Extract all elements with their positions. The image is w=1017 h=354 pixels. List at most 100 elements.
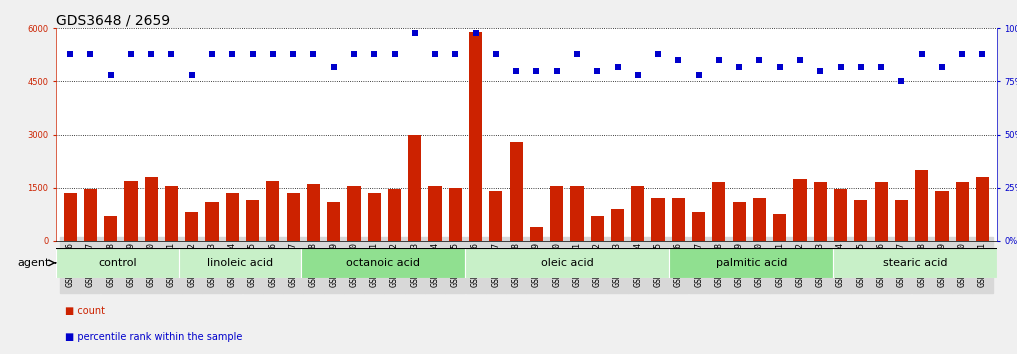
Text: GDS3648 / 2659: GDS3648 / 2659 xyxy=(56,13,170,27)
Bar xyxy=(571,186,584,241)
Text: agent: agent xyxy=(17,258,50,268)
Bar xyxy=(895,200,908,241)
Bar xyxy=(368,193,380,241)
Bar xyxy=(712,182,725,241)
Bar xyxy=(672,198,684,241)
Bar xyxy=(465,248,669,278)
Point xyxy=(184,72,200,78)
Bar xyxy=(732,202,745,241)
Bar xyxy=(510,142,523,241)
Point xyxy=(913,51,930,57)
Point xyxy=(305,51,321,57)
Point xyxy=(508,68,525,74)
Point xyxy=(164,51,180,57)
Text: palmitic acid: palmitic acid xyxy=(716,258,787,268)
Bar xyxy=(185,212,198,241)
Point xyxy=(792,57,809,63)
Point xyxy=(548,68,564,74)
Point xyxy=(934,64,950,69)
Point xyxy=(407,30,423,35)
Point xyxy=(752,57,768,63)
Bar xyxy=(669,248,833,278)
Point xyxy=(954,51,970,57)
Bar xyxy=(692,212,705,241)
Bar xyxy=(56,248,179,278)
Bar xyxy=(165,186,178,241)
Bar xyxy=(63,193,76,241)
Bar xyxy=(387,189,401,241)
Bar xyxy=(632,186,645,241)
Point xyxy=(346,51,362,57)
Point xyxy=(589,68,605,74)
Bar xyxy=(448,188,462,241)
Bar xyxy=(915,170,929,241)
Bar xyxy=(652,198,665,241)
Point xyxy=(569,51,585,57)
Bar xyxy=(814,182,827,241)
Point xyxy=(386,51,403,57)
Point xyxy=(366,51,382,57)
Bar xyxy=(793,179,806,241)
Bar xyxy=(875,182,888,241)
Point xyxy=(630,72,646,78)
Bar xyxy=(976,177,990,241)
Point xyxy=(427,51,443,57)
Point xyxy=(650,51,666,57)
Bar xyxy=(550,186,563,241)
Point xyxy=(893,79,909,84)
Text: oleic acid: oleic acid xyxy=(541,258,594,268)
Point xyxy=(447,51,464,57)
Point xyxy=(691,72,707,78)
Point xyxy=(325,64,342,69)
Point xyxy=(285,51,301,57)
Text: ■ count: ■ count xyxy=(65,306,106,316)
Point xyxy=(609,64,625,69)
Bar xyxy=(287,193,300,241)
Point xyxy=(82,51,99,57)
Point xyxy=(224,51,240,57)
Bar xyxy=(327,202,341,241)
Point xyxy=(468,30,484,35)
Point xyxy=(974,51,991,57)
Text: control: control xyxy=(98,258,136,268)
Text: ■ percentile rank within the sample: ■ percentile rank within the sample xyxy=(65,332,243,342)
Bar xyxy=(753,198,766,241)
Point xyxy=(852,64,869,69)
Point xyxy=(731,64,747,69)
Bar xyxy=(205,202,219,241)
Text: stearic acid: stearic acid xyxy=(883,258,947,268)
Bar xyxy=(773,214,786,241)
Bar xyxy=(489,191,502,241)
Bar xyxy=(408,135,421,241)
Point xyxy=(62,51,78,57)
Text: octanoic acid: octanoic acid xyxy=(346,258,420,268)
Bar xyxy=(530,227,543,241)
Point xyxy=(123,51,139,57)
Bar xyxy=(936,191,949,241)
Bar xyxy=(124,181,137,241)
Point xyxy=(244,51,260,57)
Bar xyxy=(611,209,624,241)
Point xyxy=(204,51,221,57)
Point xyxy=(103,72,119,78)
Point xyxy=(670,57,686,63)
Bar xyxy=(428,186,441,241)
Point xyxy=(873,64,889,69)
Bar xyxy=(246,200,259,241)
Bar xyxy=(104,216,117,241)
Point xyxy=(264,51,281,57)
Text: linoleic acid: linoleic acid xyxy=(206,258,273,268)
Point xyxy=(813,68,829,74)
Point xyxy=(528,68,544,74)
Bar xyxy=(854,200,868,241)
Bar xyxy=(956,182,969,241)
Point xyxy=(488,51,504,57)
Point xyxy=(711,57,727,63)
Bar xyxy=(469,32,482,241)
Bar xyxy=(226,193,239,241)
Bar xyxy=(266,181,280,241)
Point xyxy=(832,64,848,69)
Bar xyxy=(348,186,361,241)
Point xyxy=(143,51,160,57)
Point xyxy=(772,64,788,69)
